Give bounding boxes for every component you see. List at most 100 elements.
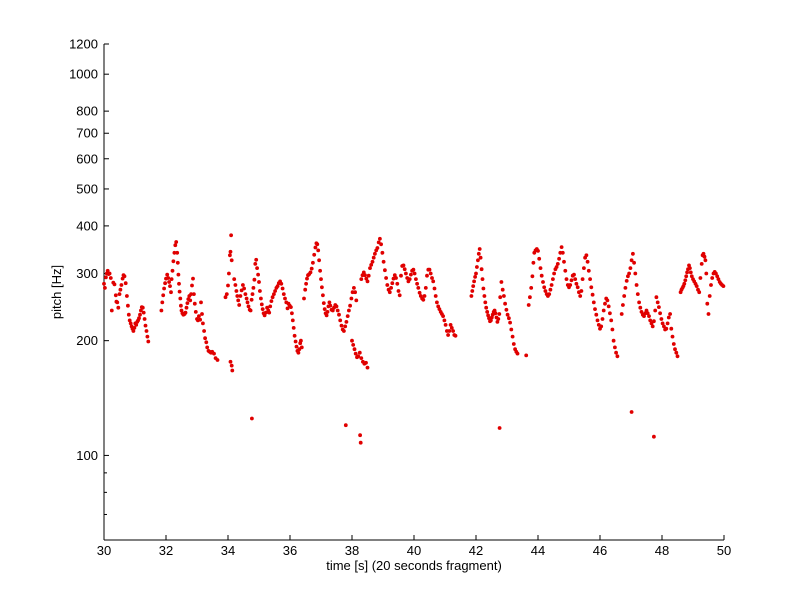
data-point (716, 277, 721, 281)
data-point (549, 283, 554, 287)
data-point (236, 298, 241, 303)
y-tick-label: 100 (76, 448, 98, 463)
data-point (387, 290, 392, 295)
data-point (433, 294, 438, 298)
data-point (258, 289, 262, 293)
data-point (169, 290, 173, 295)
data-point (146, 339, 151, 344)
data-point (291, 326, 296, 330)
data-point (493, 311, 498, 316)
data-point (600, 317, 605, 321)
data-point (668, 312, 672, 316)
data-point (476, 258, 480, 263)
data-point (228, 249, 233, 254)
data-point (704, 271, 709, 276)
data-point (229, 363, 234, 368)
data-point (665, 321, 670, 326)
data-point (670, 334, 675, 339)
data-point (188, 298, 193, 303)
data-point (378, 236, 382, 241)
data-point (484, 305, 489, 310)
data-point (657, 305, 661, 309)
data-point (324, 313, 329, 318)
data-point (601, 308, 606, 313)
data-point (658, 311, 662, 316)
data-point (250, 416, 254, 421)
data-point (370, 259, 375, 264)
x-tick-label: 44 (531, 543, 545, 558)
data-point (542, 285, 547, 290)
y-axis-label: pitch [Hz] (49, 265, 64, 319)
data-point (334, 304, 339, 309)
data-point (279, 281, 284, 286)
data-point (441, 314, 445, 318)
data-point (447, 329, 452, 333)
data-point (497, 426, 502, 430)
data-point (629, 258, 634, 263)
data-point (573, 277, 578, 281)
data-point (654, 295, 659, 300)
data-point (268, 304, 273, 309)
data-point (192, 301, 197, 306)
data-point (311, 260, 315, 265)
data-point (698, 276, 703, 280)
data-point (650, 324, 655, 329)
data-point (328, 303, 333, 308)
data-point (302, 296, 306, 301)
data-point (664, 326, 669, 331)
data-point (385, 283, 390, 287)
data-point (699, 262, 704, 266)
data-point (246, 304, 251, 309)
data-point (649, 321, 654, 326)
data-point (102, 281, 106, 286)
data-point (347, 308, 351, 313)
data-point (443, 323, 448, 327)
data-point (482, 294, 487, 298)
data-point (248, 308, 253, 313)
data-point (260, 307, 265, 311)
data-point (184, 305, 189, 310)
data-point (510, 334, 515, 339)
data-point (165, 272, 170, 277)
data-point (707, 294, 712, 298)
data-point (411, 267, 416, 272)
data-point (103, 286, 107, 290)
data-point (504, 307, 509, 312)
data-point (589, 285, 594, 290)
data-point (502, 294, 506, 298)
data-point (352, 286, 356, 290)
data-point (638, 305, 643, 310)
data-point (614, 350, 618, 355)
data-point (273, 289, 277, 293)
data-point (485, 310, 490, 314)
data-point (227, 271, 231, 276)
data-point (476, 251, 481, 256)
data-point (235, 294, 240, 298)
data-point (229, 258, 234, 263)
data-point (122, 274, 127, 279)
data-point (339, 323, 344, 328)
data-point (283, 296, 287, 301)
data-point (112, 282, 117, 287)
data-point (176, 272, 181, 277)
data-point (399, 273, 403, 278)
data-point (671, 342, 676, 346)
data-point (409, 272, 413, 277)
data-point (380, 250, 385, 255)
data-point (143, 323, 148, 328)
data-point (478, 255, 483, 260)
data-point (552, 271, 556, 276)
data-point (496, 317, 501, 321)
y-tick-label: 500 (76, 181, 98, 196)
data-point (229, 233, 234, 238)
data-point (230, 368, 235, 373)
data-point (321, 301, 326, 305)
data-point (509, 327, 514, 332)
data-point (140, 305, 145, 310)
data-point (371, 255, 376, 260)
data-point (320, 285, 324, 290)
x-tick-label: 30 (97, 543, 111, 558)
data-point (528, 295, 532, 300)
data-point (675, 354, 680, 359)
data-point (243, 292, 248, 296)
